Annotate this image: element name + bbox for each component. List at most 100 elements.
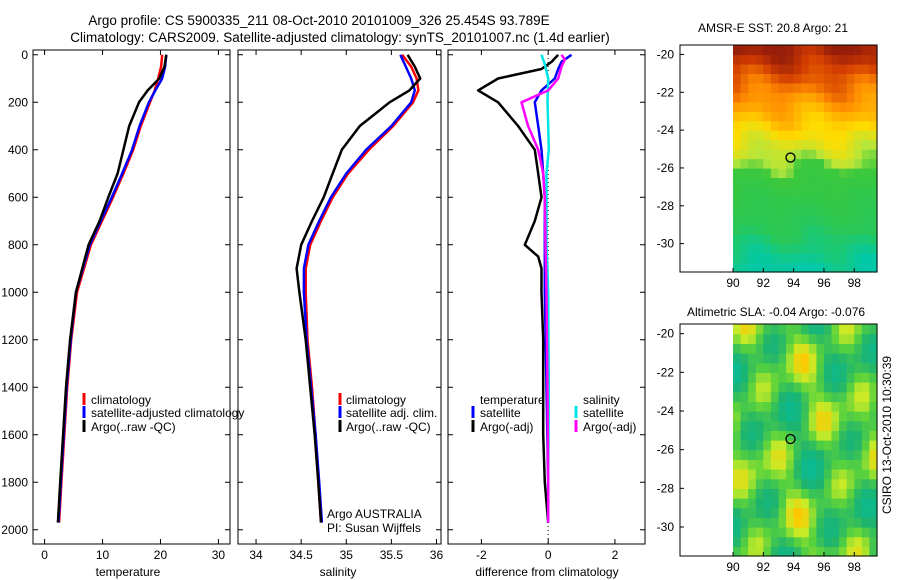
heatmap-cell bbox=[824, 196, 833, 207]
heatmap-cell bbox=[869, 186, 878, 197]
heatmap-cell bbox=[801, 498, 810, 509]
heatmap-cell bbox=[733, 372, 742, 383]
heatmap-cell bbox=[801, 168, 810, 179]
heatmap-cell bbox=[824, 224, 833, 235]
heatmap-cell bbox=[824, 449, 833, 460]
heatmap-cell bbox=[763, 469, 772, 480]
heatmap-cell bbox=[854, 186, 863, 197]
heatmap-cell bbox=[869, 401, 878, 412]
heatmap-cell bbox=[786, 130, 795, 141]
heatmap-cell bbox=[733, 149, 742, 160]
heatmap-cell bbox=[793, 536, 802, 547]
heatmap-cell bbox=[854, 158, 863, 169]
heatmap-cell bbox=[778, 139, 787, 150]
heatmap-cell bbox=[831, 546, 840, 557]
heatmap-cell bbox=[839, 149, 848, 160]
heatmap-cell bbox=[786, 215, 795, 226]
heatmap-cell bbox=[755, 536, 764, 547]
heatmap-cell bbox=[778, 253, 787, 264]
sst-map-title: AMSR-E SST: 20.8 Argo: 21 bbox=[698, 21, 848, 35]
heatmap-cell bbox=[786, 253, 795, 264]
heatmap-cell bbox=[816, 517, 825, 528]
heatmap-cell bbox=[755, 546, 764, 557]
heatmap-cell bbox=[831, 149, 840, 160]
float-info-line1: Argo AUSTRALIA bbox=[327, 507, 422, 521]
heatmap-cell bbox=[793, 92, 802, 103]
heatmap-cell bbox=[869, 449, 878, 460]
heatmap-cell bbox=[846, 507, 855, 518]
heatmap-cell bbox=[763, 372, 772, 383]
y-tick-label: -24 bbox=[657, 123, 675, 137]
y-tick-label: -20 bbox=[657, 327, 675, 341]
heatmap-cell bbox=[733, 469, 742, 480]
heatmap-cell bbox=[770, 517, 780, 528]
heatmap-cell bbox=[748, 82, 757, 93]
heatmap-cell bbox=[816, 186, 825, 197]
heatmap-cell bbox=[839, 546, 848, 557]
heatmap-cell bbox=[861, 449, 870, 460]
heatmap-cell bbox=[854, 177, 863, 188]
heatmap-cell bbox=[755, 527, 764, 538]
heatmap-cell bbox=[770, 111, 780, 122]
heatmap-cell bbox=[778, 92, 787, 103]
heatmap-cell bbox=[733, 440, 742, 451]
heatmap-cell bbox=[808, 158, 817, 169]
heatmap-cell bbox=[755, 205, 764, 216]
heatmap-cell bbox=[793, 63, 802, 74]
heatmap-cell bbox=[770, 362, 780, 373]
temperature-axes bbox=[32, 49, 231, 545]
heatmap-cell bbox=[786, 54, 795, 65]
heatmap-cell bbox=[839, 82, 848, 93]
heatmap-cell bbox=[839, 382, 848, 393]
float-info-line2: PI: Susan Wijffels bbox=[327, 521, 421, 535]
heatmap-cell bbox=[869, 343, 878, 354]
heatmap-cell bbox=[793, 224, 802, 235]
heatmap-cell bbox=[808, 498, 817, 509]
heatmap-cell bbox=[824, 353, 833, 364]
heatmap-cell bbox=[801, 253, 810, 264]
heatmap-cell bbox=[740, 196, 749, 207]
x-tick-label: 94 bbox=[787, 560, 801, 574]
heatmap-cell bbox=[831, 54, 840, 65]
heatmap-cell bbox=[748, 517, 757, 528]
heatmap-cell bbox=[861, 158, 870, 169]
heatmap-cell bbox=[861, 546, 870, 557]
heatmap-cell bbox=[778, 517, 787, 528]
heatmap-cell bbox=[839, 449, 848, 460]
heatmap-cell bbox=[733, 186, 742, 197]
heatmap-cell bbox=[763, 158, 772, 169]
heatmap-cell bbox=[786, 517, 795, 528]
heatmap-cell bbox=[831, 168, 840, 179]
x-tick-label: -2 bbox=[476, 548, 487, 562]
heatmap-cell bbox=[824, 92, 833, 103]
heatmap-cell bbox=[816, 469, 825, 480]
heatmap-cell bbox=[740, 459, 749, 470]
argo-location-marker bbox=[785, 433, 796, 445]
heatmap-cell bbox=[854, 469, 863, 480]
heatmap-cell bbox=[786, 382, 795, 393]
heatmap-cell bbox=[793, 420, 802, 431]
heatmap-cell bbox=[786, 224, 795, 235]
y-tick-label: -28 bbox=[657, 199, 675, 213]
heatmap-cell bbox=[740, 54, 749, 65]
heatmap-cell bbox=[846, 430, 855, 441]
heatmap-cell bbox=[861, 120, 870, 131]
heatmap-cell bbox=[861, 382, 870, 393]
heatmap-cell bbox=[778, 196, 787, 207]
heatmap-cell bbox=[861, 343, 870, 354]
heatmap-cell bbox=[816, 205, 825, 216]
y-tick-label: -30 bbox=[657, 237, 675, 251]
heatmap-cell bbox=[793, 120, 802, 131]
heatmap-cell bbox=[763, 401, 772, 412]
heatmap-cell bbox=[801, 411, 810, 422]
heatmap-cell bbox=[861, 168, 870, 179]
heatmap-cell bbox=[861, 92, 870, 103]
heatmap-cell bbox=[831, 196, 840, 207]
x-tick-label: 20 bbox=[154, 548, 168, 562]
heatmap-cell bbox=[808, 546, 817, 557]
heatmap-cell bbox=[778, 234, 787, 245]
heatmap-cell bbox=[846, 111, 855, 122]
heatmap-cell bbox=[801, 215, 810, 226]
heatmap-cell bbox=[854, 488, 863, 499]
heatmap-cell bbox=[831, 449, 840, 460]
